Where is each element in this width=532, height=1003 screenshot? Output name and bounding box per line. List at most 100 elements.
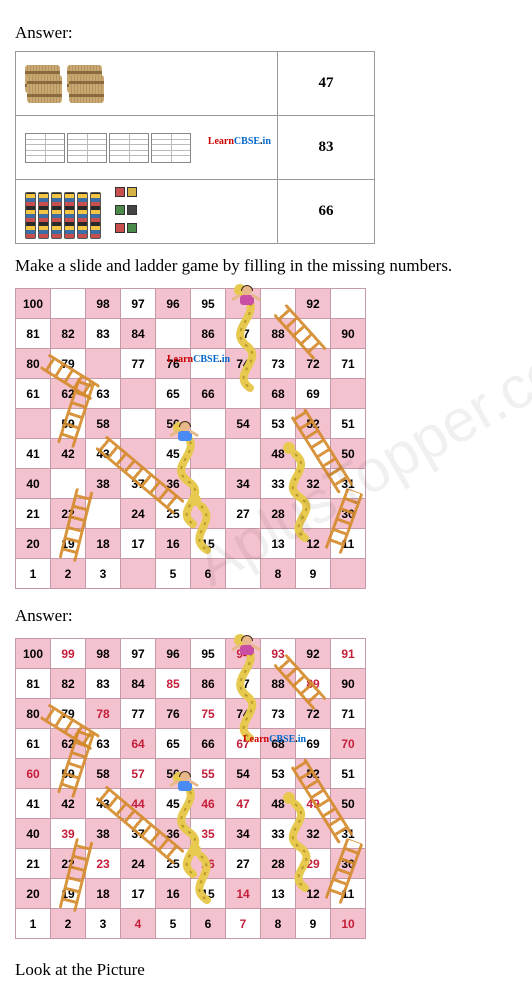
board-cell: 58: [86, 409, 121, 439]
board-cell: 56: [156, 409, 191, 439]
bundles-cell: [16, 52, 278, 116]
board-cell: 4: [121, 909, 156, 939]
board-cell: 72: [296, 699, 331, 729]
board-cell: 9: [296, 909, 331, 939]
board-cell: 47: [226, 789, 261, 819]
board-cell: 48: [261, 789, 296, 819]
board-cell: 71: [331, 699, 366, 729]
board-cell: [296, 319, 331, 349]
board-cell: 18: [86, 879, 121, 909]
board-cell: [261, 289, 296, 319]
board-cell: 42: [51, 789, 86, 819]
board-cell: 39: [51, 819, 86, 849]
board-cell: [226, 439, 261, 469]
board-cell: 43: [86, 789, 121, 819]
board-cell: 30: [331, 849, 366, 879]
board-cell: 12: [296, 879, 331, 909]
board-cell: 32: [296, 469, 331, 499]
question-board-wrap: 1009897969592818283848687889080797776747…: [15, 284, 366, 593]
table-row: 66: [16, 180, 375, 244]
board-cell: 64: [121, 729, 156, 759]
look-text: Look at the Picture: [15, 960, 517, 980]
board-cell: [121, 379, 156, 409]
answer-value: 47: [277, 52, 374, 116]
board-cell: 96: [156, 639, 191, 669]
board-cell: [226, 529, 261, 559]
board-cell: 28: [261, 499, 296, 529]
board-cell: 42: [51, 439, 86, 469]
board-cell: [191, 409, 226, 439]
board-cell: 84: [121, 669, 156, 699]
board-cell: 45: [156, 789, 191, 819]
board-cell: 89: [296, 669, 331, 699]
board-cell: 18: [86, 529, 121, 559]
board-cell: 51: [331, 409, 366, 439]
board-cell: [86, 349, 121, 379]
board-cell: 71: [331, 349, 366, 379]
board-cell: 90: [331, 319, 366, 349]
board-cell: 100: [16, 639, 51, 669]
board-cell: 83: [86, 669, 121, 699]
learncbse-watermark: LearnCBSE.in: [208, 136, 271, 147]
board-cell: 16: [156, 879, 191, 909]
board-cell: 81: [16, 669, 51, 699]
board-cell: 21: [16, 499, 51, 529]
board-cell: 6: [191, 909, 226, 939]
board-cell: 16: [156, 529, 191, 559]
board-cell: 84: [121, 319, 156, 349]
board-cell: 59: [51, 759, 86, 789]
answer-heading-1: Answer:: [15, 23, 517, 43]
board-cell: 37: [121, 819, 156, 849]
board-cell: 70: [331, 729, 366, 759]
board-cell: 85: [156, 669, 191, 699]
answer-table: 47 LearnCBSE.in 83 66: [15, 51, 375, 244]
board-cell: 48: [261, 439, 296, 469]
board-cell: 41: [16, 439, 51, 469]
board-cell: 59: [51, 409, 86, 439]
answer-board-wrap: 1009998979695949392918182838485868788899…: [15, 634, 366, 943]
board-cell: 41: [16, 789, 51, 819]
board-cell: 86: [191, 669, 226, 699]
board-cell: [86, 499, 121, 529]
board-cell: 2: [51, 909, 86, 939]
board-cell: 36: [156, 469, 191, 499]
board-cell: [51, 469, 86, 499]
answer-board: 1009998979695949392918182838485868788899…: [15, 638, 366, 939]
board-cell: 13: [261, 879, 296, 909]
board-cell: 43: [86, 439, 121, 469]
board-cell: 98: [86, 289, 121, 319]
board-cell: 69: [296, 379, 331, 409]
board-cell: 100: [16, 289, 51, 319]
board-cell: 97: [121, 289, 156, 319]
instruction-text: Make a slide and ladder game by filling …: [15, 256, 517, 276]
board-cell: 27: [226, 849, 261, 879]
board-cell: 20: [16, 529, 51, 559]
board-cell: 80: [16, 699, 51, 729]
answer-heading-2: Answer:: [15, 606, 517, 626]
board-cell: 66: [191, 379, 226, 409]
board-cell: 61: [16, 729, 51, 759]
board-cell: 91: [331, 639, 366, 669]
board-cell: 94: [226, 639, 261, 669]
board-cell: 24: [121, 499, 156, 529]
board-cell: [296, 499, 331, 529]
board-cell: 60: [16, 759, 51, 789]
board-cell: 87: [226, 669, 261, 699]
board-cell: 8: [261, 909, 296, 939]
board-cell: 53: [261, 759, 296, 789]
board-cell: 57: [121, 759, 156, 789]
board-cell: 90: [331, 669, 366, 699]
board-cell: 93: [261, 639, 296, 669]
board-cell: 54: [226, 409, 261, 439]
board-cell: 7: [226, 909, 261, 939]
board-cell: 55: [191, 759, 226, 789]
board-cell: 77: [121, 349, 156, 379]
board-cell: 22: [51, 849, 86, 879]
board-cell: 78: [86, 699, 121, 729]
board-cell: 80: [16, 349, 51, 379]
board-cell: 73: [261, 349, 296, 379]
board-cell: 5: [156, 909, 191, 939]
board-cell: 51: [331, 759, 366, 789]
rods-cell: [16, 180, 278, 244]
board-cell: 79: [51, 699, 86, 729]
